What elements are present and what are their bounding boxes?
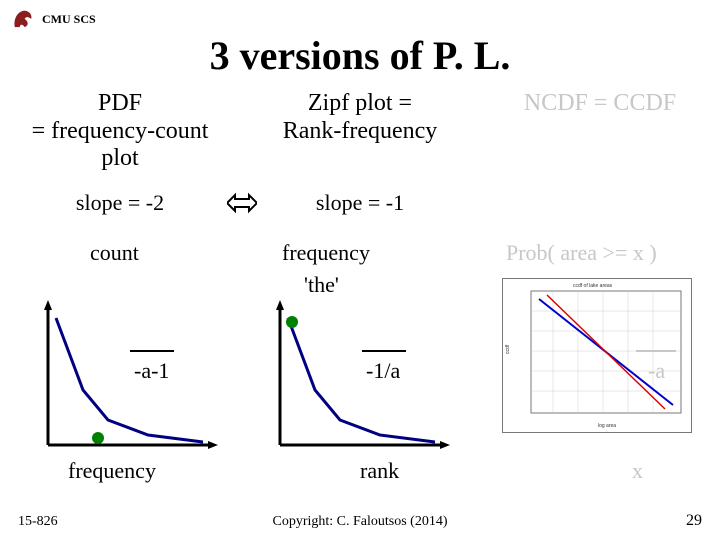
col-mid-line1: Zipf plot = — [308, 90, 412, 116]
left-slope-annot: -a-1 — [134, 358, 169, 384]
mid-xlabel: rank — [360, 458, 399, 484]
svg-text:log area: log area — [598, 423, 616, 429]
footer-page-number: 29 — [686, 512, 702, 530]
slope-middle: slope = -1 — [240, 190, 480, 216]
right-xlabel: x — [632, 458, 643, 484]
col-right-text: NCDF = CCDF — [486, 90, 714, 178]
org-label: CMU SCS — [42, 12, 96, 27]
col-right-heading: NCDF = CCDF — [480, 90, 720, 178]
left-xlabel: frequency — [68, 458, 156, 484]
mid-slope-annot: -1/a — [366, 358, 400, 384]
col-left-line3: plot — [101, 145, 138, 171]
col-left-line1: PDF — [98, 90, 142, 116]
middle-chart — [270, 300, 450, 450]
the-label: 'the' — [304, 272, 339, 298]
right-slope-bar — [636, 350, 676, 352]
footer-copyright: Copyright: C. Faloutsos (2014) — [0, 514, 720, 530]
right-ylabel: Prob( area >= x ) — [506, 240, 657, 266]
col-left-heading: PDF = frequency-count plot — [0, 90, 240, 178]
mid-slope-bar — [362, 350, 406, 352]
svg-text:ccdf: ccdf — [505, 344, 511, 354]
left-chart — [38, 300, 218, 450]
left-slope-bar — [130, 350, 174, 352]
mid-ylabel: frequency — [282, 240, 370, 266]
right-chart: ccdf log area ccdf of lake areas — [502, 278, 692, 433]
griffin-logo-icon — [10, 6, 36, 32]
bidirectional-arrow-icon — [227, 192, 257, 214]
column-headings-row: PDF = frequency-count plot Zipf plot = R… — [0, 90, 720, 178]
col-mid-line2: Rank-frequency — [283, 118, 438, 144]
slide-title: 3 versions of P. L. — [0, 32, 720, 79]
slope-row: slope = -2 slope = -1 — [0, 190, 720, 216]
left-ylabel: count — [90, 240, 139, 266]
svg-text:ccdf of lake areas: ccdf of lake areas — [573, 283, 613, 289]
right-slope-annot: -a — [648, 358, 665, 384]
col-middle-heading: Zipf plot = Rank-frequency — [240, 90, 480, 178]
col-left-line2: = frequency-count — [32, 118, 209, 144]
slope-left: slope = -2 — [0, 190, 240, 216]
slide-header: CMU SCS — [10, 6, 96, 32]
